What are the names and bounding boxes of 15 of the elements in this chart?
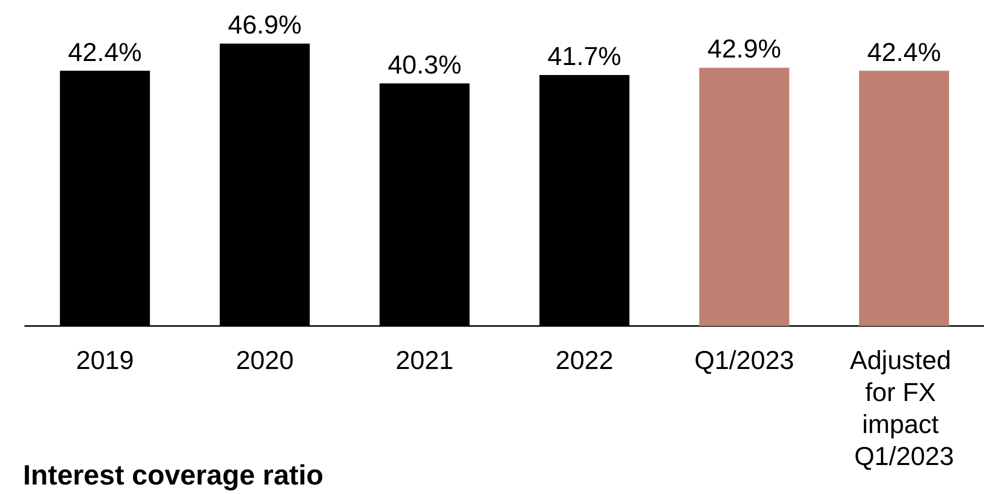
- x-tick-label: 2022: [555, 345, 614, 375]
- text: Interest coverage ratio: [23, 460, 324, 490]
- x-tick-label: 2021: [396, 345, 454, 375]
- data-label: 42.4%: [867, 36, 941, 67]
- data-label: 42.9%: [707, 34, 782, 64]
- data-label: 46.9%: [228, 10, 302, 40]
- data-label: 42.4%: [68, 36, 142, 67]
- x-tick-label: Q1/2023: [694, 345, 794, 375]
- bar: [859, 70, 950, 326]
- bar: [699, 68, 790, 326]
- x-tick-label: Adjusted for FX impact Q1/2023: [850, 345, 958, 471]
- data-label: 41.7%: [548, 40, 622, 71]
- data-label: 40.3%: [388, 49, 462, 80]
- x-tick-label: 2019: [76, 345, 134, 375]
- x-tick-label: 2020: [236, 345, 294, 375]
